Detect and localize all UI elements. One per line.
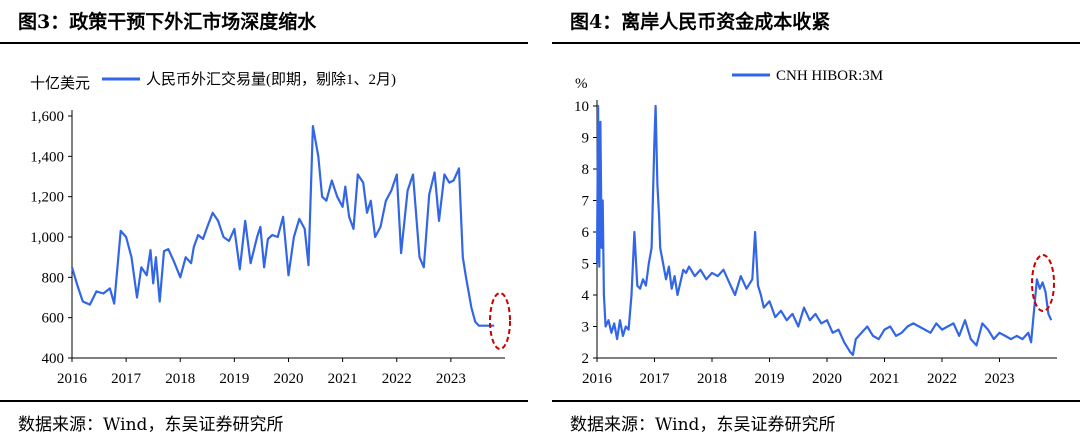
y-tick-label: 1,600 (30, 109, 64, 125)
legend-label: 人民币外汇交易量(即期，剔除1、2月) (146, 70, 396, 88)
x-tick-label: 2023 (985, 371, 1015, 387)
y-tick-label: 1,000 (30, 230, 64, 246)
figure-title: 图4：离岸人民币资金成本收紧 (570, 11, 831, 33)
y-tick-label: 10 (574, 99, 589, 115)
x-tick-label: 2019 (755, 371, 785, 387)
y-tick-label: 1,200 (30, 190, 64, 206)
x-tick-label: 2020 (274, 371, 304, 387)
x-tick-label: 2022 (382, 371, 412, 387)
y-tick-label: 8 (582, 162, 590, 178)
y-tick-label: 1,400 (30, 149, 64, 165)
title-rule (552, 42, 1080, 44)
source-note: 数据来源：Wind，东吴证券研究所 (18, 415, 284, 435)
x-tick-label: 2017 (640, 371, 671, 387)
series-line (595, 104, 1053, 356)
y-tick-label: 400 (42, 351, 65, 367)
y-tick-label: 9 (582, 131, 590, 147)
x-tick-label: 2022 (927, 371, 957, 387)
x-tick-label: 2016 (582, 371, 613, 387)
source-rule (552, 400, 1080, 402)
x-tick-label: 2019 (219, 371, 249, 387)
highlight-ellipse (489, 292, 511, 350)
y-tick-label: 5 (582, 257, 590, 273)
x-tick-label: 2020 (812, 371, 842, 387)
y-tick-label: 7 (582, 194, 590, 210)
y-tick-label: 2 (582, 351, 590, 367)
y-tick-label: 4 (582, 288, 590, 304)
title-rule (0, 42, 528, 44)
panel-fx-volume: 图3：政策干预下外汇市场深度缩水 400 600 800 1,000 1,200 1,40… (0, 0, 528, 445)
x-tick-label: 2016 (57, 371, 88, 387)
x-tick-label: 2018 (165, 371, 195, 387)
x-tick-label: 2023 (436, 371, 466, 387)
x-tick-label: 2021 (328, 371, 358, 387)
panel-cnh-hibor: 图4：离岸人民币资金成本收紧 2 3 4 5 6 7 8 9 10 2016 2017 2018 201… (552, 0, 1080, 445)
series-line (70, 124, 495, 327)
y-axis-unit-label: 十亿美元 (30, 75, 90, 92)
cnh-hibor-chart: 2 3 4 5 6 7 8 9 10 2016 2017 2018 2019 2020 2021 2022 20… (574, 68, 1057, 387)
y-axis-unit-label: % (575, 76, 588, 92)
figure-title: 图3：政策干预下外汇市场深度缩水 (18, 11, 317, 33)
x-tick-label: 2017 (111, 371, 142, 387)
y-tick-label: 600 (42, 311, 65, 327)
x-tick-label: 2018 (697, 371, 727, 387)
fx-volume-chart: 400 600 800 1,000 1,200 1,400 1,600 2016 2017 201… (30, 70, 511, 387)
highlight-ellipse (1031, 254, 1055, 312)
x-tick-label: 2021 (870, 371, 900, 387)
source-rule (0, 400, 528, 402)
y-tick-label: 3 (582, 320, 590, 336)
source-note: 数据来源：Wind，东吴证券研究所 (570, 415, 836, 435)
legend-label: CNH HIBOR:3M (776, 68, 883, 84)
y-tick-label: 6 (582, 225, 590, 241)
y-tick-label: 800 (42, 270, 65, 286)
